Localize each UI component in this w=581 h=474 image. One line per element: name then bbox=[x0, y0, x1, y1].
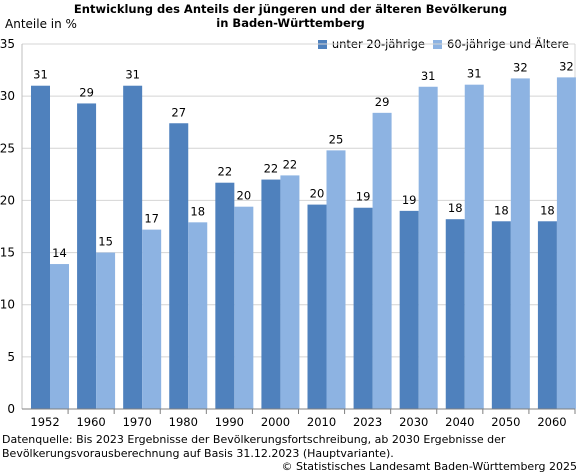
data-label-under-20-2010: 20 bbox=[310, 187, 325, 201]
bar-under-20-2040 bbox=[445, 219, 465, 409]
data-label-60-plus-1980: 18 bbox=[190, 204, 205, 218]
bar-under-20-1990 bbox=[215, 182, 235, 409]
y-tick-label-15: 15 bbox=[0, 246, 15, 260]
x-tick-label-1960: 1960 bbox=[76, 415, 105, 429]
data-label-under-20-1970: 31 bbox=[125, 68, 140, 82]
bar-under-20-2000 bbox=[261, 179, 281, 409]
y-tick-label-5: 5 bbox=[7, 350, 15, 364]
data-label-60-plus-2030: 31 bbox=[421, 69, 436, 83]
bar-60-plus-2030 bbox=[418, 86, 438, 409]
chart-title: Entwicklung des Anteils der jüngeren und… bbox=[0, 2, 581, 30]
data-label-60-plus-2040: 31 bbox=[467, 67, 482, 81]
data-source-note: Datenquelle: Bis 2023 Ergebnisse der Bev… bbox=[2, 433, 506, 460]
bar-under-20-2023 bbox=[353, 207, 373, 409]
data-label-60-plus-2000: 22 bbox=[283, 157, 298, 171]
x-tick-label-2010: 2010 bbox=[307, 415, 336, 429]
bar-60-plus-2010 bbox=[326, 150, 346, 409]
bar-60-plus-1980 bbox=[188, 222, 208, 409]
data-label-under-20-2023: 19 bbox=[356, 190, 371, 204]
data-label-under-20-2060: 18 bbox=[540, 203, 555, 217]
data-label-under-20-2050: 18 bbox=[494, 203, 509, 217]
bar-60-plus-2050 bbox=[510, 78, 530, 410]
bar-under-20-2060 bbox=[537, 221, 557, 409]
bar-under-20-2050 bbox=[491, 221, 511, 409]
y-axis-label: Anteile in % bbox=[5, 17, 77, 31]
bar-under-20-1952 bbox=[31, 85, 50, 409]
data-label-under-20-2040: 18 bbox=[448, 201, 463, 215]
bar-60-plus-1970 bbox=[142, 229, 162, 409]
bar-60-plus-1990 bbox=[234, 206, 254, 409]
data-label-under-20-1990: 22 bbox=[218, 165, 233, 179]
x-tick-label-2023: 2023 bbox=[353, 415, 382, 429]
x-tick-label-2050: 2050 bbox=[491, 415, 520, 429]
data-label-under-20-1952: 31 bbox=[33, 68, 48, 82]
y-tick-label-20: 20 bbox=[0, 193, 15, 207]
y-tick-label-0: 0 bbox=[7, 402, 15, 416]
y-tick-label-35: 35 bbox=[0, 37, 15, 51]
x-tick-label-2000: 2000 bbox=[261, 415, 290, 429]
chart-title-line-1: Entwicklung des Anteils der jüngeren und… bbox=[73, 2, 508, 16]
data-label-60-plus-2050: 32 bbox=[513, 60, 528, 74]
data-label-60-plus-1990: 20 bbox=[237, 189, 252, 203]
bar-under-20-2010 bbox=[307, 204, 327, 409]
x-tick-label-2060: 2060 bbox=[537, 415, 566, 429]
bar-60-plus-1960 bbox=[96, 252, 116, 409]
x-tick-label-1990: 1990 bbox=[215, 415, 244, 429]
data-label-60-plus-1952: 14 bbox=[52, 246, 67, 260]
x-tick-label-1980: 1980 bbox=[169, 415, 198, 429]
y-tick-label-10: 10 bbox=[0, 298, 15, 312]
x-tick-label-2040: 2040 bbox=[445, 415, 474, 429]
x-tick-label-1952: 1952 bbox=[30, 415, 59, 429]
data-label-60-plus-2060: 32 bbox=[559, 59, 574, 73]
data-label-under-20-2030: 19 bbox=[402, 193, 417, 207]
data-label-60-plus-2023: 29 bbox=[375, 95, 390, 109]
bar-60-plus-2060 bbox=[556, 77, 576, 409]
bar-60-plus-2023 bbox=[372, 112, 392, 409]
bar-under-20-2030 bbox=[399, 210, 419, 409]
x-tick-label-2030: 2030 bbox=[399, 415, 428, 429]
data-label-under-20-2000: 22 bbox=[264, 162, 279, 176]
bar-under-20-1980 bbox=[169, 123, 189, 409]
data-label-under-20-1980: 27 bbox=[171, 105, 186, 119]
y-tick-label-25: 25 bbox=[0, 141, 15, 155]
y-tick-label-30: 30 bbox=[0, 89, 15, 103]
data-label-60-plus-2010: 25 bbox=[329, 132, 344, 146]
x-tick-label-1970: 1970 bbox=[123, 415, 152, 429]
copyright-note: © Statistisches Landesamt Baden-Württemb… bbox=[281, 460, 577, 473]
chart-title-line-2: in Baden-Württemberg bbox=[216, 16, 365, 30]
bar-60-plus-2040 bbox=[464, 84, 484, 410]
bar-under-20-1960 bbox=[77, 103, 97, 409]
data-label-under-20-1960: 29 bbox=[79, 85, 94, 99]
bar-60-plus-2000 bbox=[280, 175, 300, 409]
data-label-60-plus-1960: 15 bbox=[98, 235, 113, 249]
bar-under-20-1970 bbox=[123, 85, 143, 409]
bar-60-plus-1952 bbox=[50, 264, 69, 409]
data-label-60-plus-1970: 17 bbox=[144, 212, 159, 226]
